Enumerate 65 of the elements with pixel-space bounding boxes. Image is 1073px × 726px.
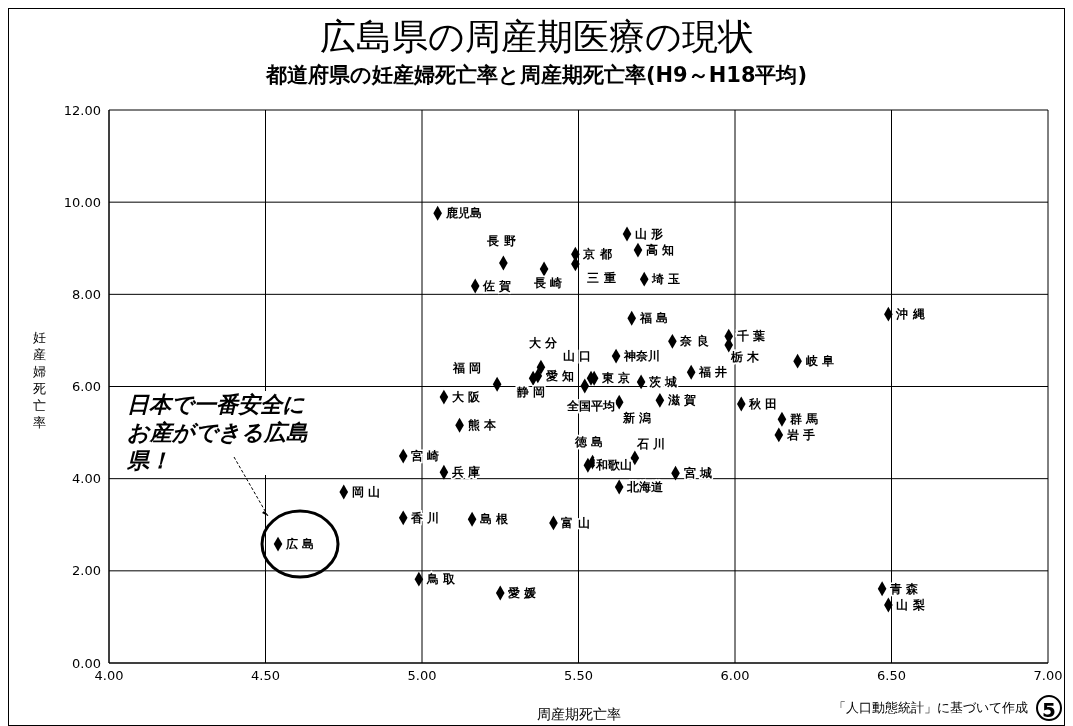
text: 5 [1036, 695, 1062, 722]
y-tick-label: 2.00 [72, 563, 101, 579]
annotation: 石 川 [635, 436, 666, 451]
annotation: 滋 賀 [666, 393, 697, 408]
annotation: 栃 木 [729, 350, 760, 365]
annotation: 愛 知 [545, 368, 574, 383]
annotation: 高 知 [645, 243, 675, 258]
annotation: 沖 縄 [895, 307, 925, 322]
annotation: 愛 媛 [508, 585, 537, 600]
annotation: 神奈川 [623, 349, 661, 364]
annotation: 長 崎 [533, 275, 563, 290]
chart-subtitle: 都道府県の妊産婦死亡率と周産期死亡率(H9～H18平均) [264, 62, 809, 89]
annotation: 東 京 [601, 371, 631, 386]
annotation: 山 梨 [896, 597, 925, 612]
annotation: 岡 山 [351, 485, 380, 500]
annotation: 長 野 [486, 234, 516, 248]
annotation: 京 都 [582, 247, 612, 262]
annotation: 三 重 [587, 270, 616, 285]
x-tick-label: 6.50 [877, 668, 906, 684]
annotation: 群 馬 [788, 412, 819, 427]
x-tick-label: 5.00 [407, 668, 437, 684]
chart-title: 広島県の周産期医療の現状 [318, 15, 755, 59]
text: 「人口動態統計」に基づいて作成 [833, 699, 1028, 717]
annotation: 広 島 [285, 537, 315, 552]
annotation: 千 葉 [735, 329, 765, 344]
y-tick-label: 12.00 [63, 102, 101, 118]
annotation: 岐 阜 [805, 354, 834, 369]
annotation: 島 根 [480, 512, 510, 527]
x-tick-label: 4.00 [94, 668, 124, 684]
y-tick-label: 6.00 [72, 379, 101, 395]
annotation: 日本で一番安全にお産ができる広島県！ [127, 391, 311, 475]
annotation: 熊 本 [467, 418, 497, 433]
annotation: 埼 玉 [651, 272, 681, 287]
y-tick-label: 0.00 [72, 655, 101, 671]
annotation: 宮 城 [683, 466, 712, 481]
annotation: 北海道 [626, 479, 665, 494]
x-tick-label: 5.50 [564, 668, 593, 684]
y-tick-label: 4.00 [72, 471, 101, 487]
annotation: 大 分 [528, 336, 559, 351]
annotation: 山 形 [635, 226, 664, 241]
annotation: 岩 手 [785, 427, 816, 442]
annotation: 佐 賀 [482, 279, 512, 294]
annotation: 鳥 取 [425, 572, 457, 587]
y-tick-label: 10.00 [63, 194, 101, 210]
annotation: 和歌山 [594, 458, 632, 473]
annotation: 静 岡 [516, 385, 546, 400]
x-tick-label: 7.00 [1033, 668, 1063, 684]
annotation: 福 井 [698, 365, 728, 380]
x-axis-title: 周産期死亡率 [536, 706, 621, 722]
y-tick-label: 8.00 [72, 286, 101, 302]
annotation: 香 川 [410, 510, 440, 525]
annotation: 秋 田 [748, 397, 778, 412]
annotation: 福 島 [638, 311, 668, 326]
annotation: 福 岡 [452, 361, 482, 376]
annotation: 兵 庫 [450, 465, 481, 480]
x-tick-label: 4.50 [251, 668, 280, 684]
annotation: 宮 崎 [411, 449, 440, 464]
annotation: 新 潟 [622, 411, 652, 426]
annotation: 奈 良 [679, 334, 709, 349]
annotation: 茨 城 [648, 374, 678, 389]
y-axis-title: 妊産婦死亡率 [31, 329, 47, 431]
annotation: 山 口 [563, 349, 592, 364]
annotation: 大 阪 [451, 390, 482, 405]
annotation: 鹿児島 [444, 206, 482, 221]
x-tick-label: 6.00 [720, 668, 750, 684]
